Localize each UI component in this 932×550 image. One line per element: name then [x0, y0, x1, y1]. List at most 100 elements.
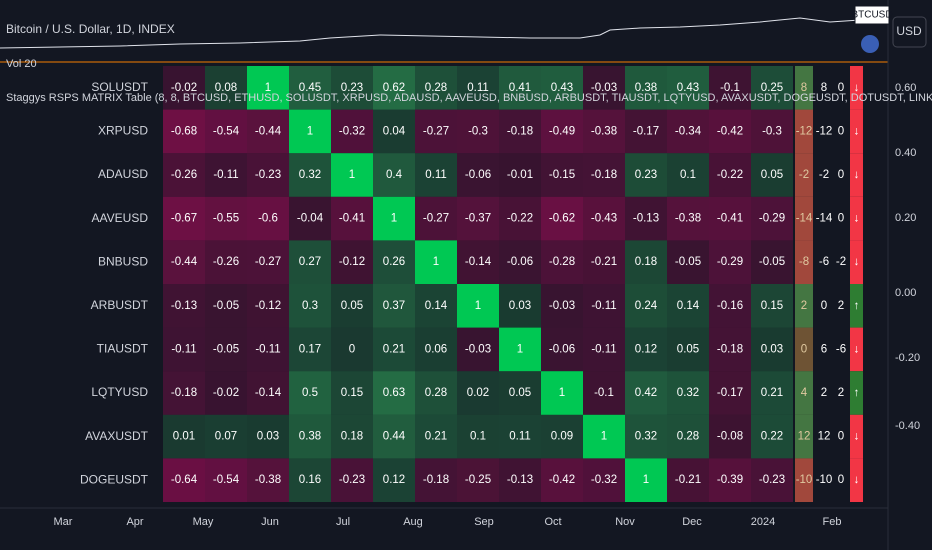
matrix-value: -0.17	[717, 387, 743, 399]
currency-label[interactable]: USD	[896, 24, 922, 38]
matrix-value: 0.02	[467, 387, 489, 399]
matrix-cell	[541, 284, 583, 328]
matrix-value: -0.29	[717, 256, 743, 268]
matrix-cell	[583, 109, 625, 154]
matrix-value: -0.16	[717, 300, 743, 312]
matrix-value: 0.12	[635, 343, 657, 355]
short-value: 0	[838, 169, 844, 181]
matrix-value: 0.32	[299, 169, 321, 181]
matrix-cell	[625, 109, 667, 154]
matrix-cell	[625, 66, 667, 110]
score-cell	[795, 196, 813, 241]
matrix-value: -0.25	[465, 474, 491, 486]
matrix-value: -0.23	[255, 169, 281, 181]
matrix-cell	[373, 153, 415, 197]
matrix-value: 0.62	[383, 82, 405, 94]
matrix-cell	[541, 371, 583, 415]
matrix-value: -0.03	[591, 82, 617, 94]
matrix-cell	[247, 371, 289, 415]
matrix-value: -0.64	[171, 474, 198, 486]
matrix-value: -0.23	[759, 474, 785, 486]
currency-box[interactable]	[892, 16, 927, 48]
matrix-cell	[457, 196, 499, 241]
matrix-cell	[163, 196, 205, 241]
matrix-value: 1	[349, 169, 355, 181]
matrix-value: -0.54	[213, 474, 240, 486]
matrix-value: 0.3	[302, 300, 318, 312]
matrix-value: 0.24	[635, 300, 658, 312]
matrix-value: -0.05	[675, 256, 701, 268]
matrix-cell	[751, 371, 793, 415]
matrix-value: 1	[265, 82, 271, 94]
matrix-cell	[415, 371, 457, 415]
matrix-value: 0.14	[425, 300, 448, 312]
row-label: LQTYUSD	[91, 385, 148, 399]
matrix-cell	[625, 153, 667, 197]
signal-arrow: ↓	[854, 431, 860, 443]
short-value: 2	[838, 300, 844, 312]
matrix-cell	[331, 109, 373, 154]
matrix-cell	[499, 196, 541, 241]
matrix-value: -0.12	[339, 256, 365, 268]
time-axis-label: Apr	[126, 516, 143, 528]
matrix-value: -0.06	[465, 169, 491, 181]
score-value: -12	[796, 125, 813, 137]
matrix-cell	[583, 414, 625, 459]
matrix-value: 0.11	[509, 431, 531, 443]
score-value: 8	[801, 82, 807, 94]
matrix-cell	[709, 458, 751, 502]
long-value: -2	[819, 169, 829, 181]
matrix-value: 0.11	[425, 169, 447, 181]
matrix-cell	[541, 109, 583, 154]
matrix-value: 0.45	[299, 82, 321, 94]
matrix-value: 0.22	[761, 431, 783, 443]
matrix-value: 0.08	[215, 82, 237, 94]
long-value: 8	[821, 82, 827, 94]
matrix-cell	[709, 414, 751, 459]
matrix-cell	[499, 284, 541, 328]
matrix-value: -0.6	[258, 213, 278, 225]
matrix-cell	[373, 240, 415, 284]
signal-cell	[850, 196, 863, 241]
matrix-cell	[331, 458, 373, 502]
matrix-cell	[247, 240, 289, 284]
matrix-value: 0.21	[425, 431, 447, 443]
time-axis-label: Aug	[403, 516, 423, 528]
symbol-title: Bitcoin / U.S. Dollar, 1D, INDEX	[6, 22, 175, 36]
matrix-value: -0.18	[171, 387, 197, 399]
matrix-value: 0.18	[341, 431, 363, 443]
matrix-cell	[205, 458, 247, 502]
row-label: XRPUSD	[98, 124, 148, 138]
matrix-cell	[457, 66, 499, 110]
matrix-value: -0.02	[213, 387, 239, 399]
long-value: -12	[816, 125, 833, 137]
row-label: ADAUSD	[98, 167, 148, 181]
matrix-value: -0.22	[717, 169, 743, 181]
matrix-value: -0.17	[633, 125, 659, 137]
score-cell	[795, 327, 813, 372]
matrix-cell	[583, 458, 625, 502]
matrix-value: -0.12	[255, 300, 281, 312]
signal-cell	[850, 458, 863, 502]
short-value: -2	[836, 256, 846, 268]
time-axis-label: Dec	[682, 516, 702, 528]
row-label: AAVEUSD	[92, 211, 149, 225]
score-value: 2	[801, 300, 807, 312]
matrix-cell	[289, 196, 331, 241]
matrix-cell	[499, 414, 541, 459]
matrix-cell	[373, 327, 415, 372]
score-value: 12	[798, 431, 811, 443]
matrix-value: -0.28	[549, 256, 575, 268]
matrix-value: 0.12	[383, 474, 405, 486]
long-value: -6	[819, 256, 829, 268]
matrix-cell	[415, 196, 457, 241]
matrix-value: -0.54	[213, 125, 240, 137]
matrix-cell	[667, 196, 709, 241]
matrix-value: -0.05	[213, 343, 239, 355]
matrix-value: 0.03	[257, 431, 279, 443]
matrix-value: -0.49	[549, 125, 575, 137]
matrix-cell	[415, 153, 457, 197]
matrix-value: 0.04	[383, 125, 406, 137]
matrix-cell	[709, 196, 751, 241]
